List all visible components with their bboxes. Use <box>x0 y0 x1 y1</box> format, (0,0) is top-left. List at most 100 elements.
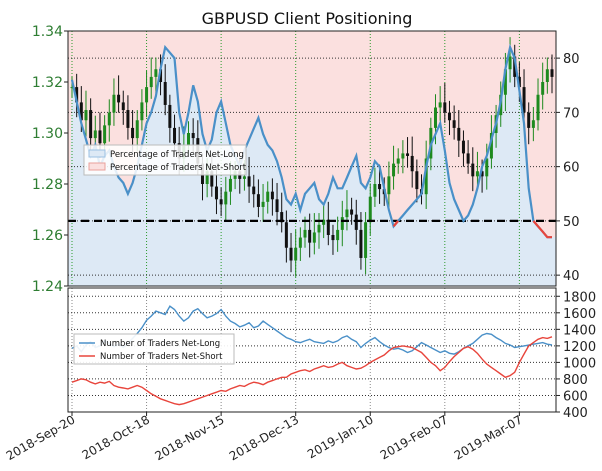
candle-body <box>191 133 195 139</box>
candle-body <box>373 184 377 197</box>
candle-body <box>242 176 246 179</box>
count-tick-label: 600 <box>563 389 588 404</box>
right-tick-label: 60 <box>563 161 580 176</box>
candle-body <box>466 153 470 164</box>
candle-body <box>205 171 209 184</box>
candle-body <box>298 237 302 248</box>
candle-body <box>145 87 149 103</box>
left-tick-label: 1.34 <box>32 24 63 40</box>
count-tick-label: 1200 <box>563 340 596 355</box>
right-tick-label: 40 <box>563 269 580 284</box>
candle-body <box>247 176 251 187</box>
candle-body <box>131 127 135 139</box>
candle-body <box>159 69 163 82</box>
candle-body <box>140 102 144 121</box>
x-tick-label: 2019-Jan-10 <box>305 412 376 461</box>
candle-body <box>522 87 526 113</box>
x-tick-label: 2018-Sep-20 <box>4 412 78 463</box>
candle-body <box>336 229 340 241</box>
candle-body <box>527 112 531 128</box>
candle-body <box>98 130 102 144</box>
candle-body <box>168 104 172 128</box>
count-tick-label: 1400 <box>563 323 596 338</box>
candle-body <box>331 235 335 241</box>
count-tick-label: 1000 <box>563 356 596 371</box>
net-short-count-line <box>71 336 553 406</box>
net-long-percent-line <box>70 43 552 239</box>
candle-body <box>224 191 228 205</box>
candle-body <box>252 186 256 195</box>
legend-label-net-long: Percentage of Traders Net-Long <box>110 150 244 160</box>
candle-body <box>103 125 107 144</box>
candle-body <box>112 94 116 113</box>
candle-body <box>387 176 391 195</box>
candle-body <box>471 163 475 177</box>
candle-body <box>84 110 88 121</box>
x-tick-label: 2018-Oct-18 <box>80 412 152 462</box>
x-tick-label: 2018-Dec-13 <box>227 412 301 463</box>
x-tick-label: 2018-Nov-15 <box>152 412 226 463</box>
series-lines <box>68 43 556 406</box>
x-tick-label: 2019-Feb-07 <box>378 412 451 462</box>
candle-body <box>401 153 405 159</box>
candle-body <box>163 82 167 105</box>
candle-body <box>326 219 330 235</box>
candle-body <box>340 217 344 230</box>
right-tick-label: 80 <box>563 52 580 67</box>
candle-body <box>266 191 270 202</box>
candle-body <box>475 171 479 177</box>
candle-body <box>126 110 130 128</box>
candle-body <box>457 127 461 141</box>
candle-body <box>541 82 545 95</box>
candle-body <box>443 102 447 113</box>
top-legend: Percentage of Traders Net-Long Percentage… <box>83 144 247 176</box>
candle-body <box>410 155 414 172</box>
count-tick-label: 400 <box>563 406 588 421</box>
plot-frame <box>67 30 557 413</box>
net-short-dominant-line <box>392 220 552 239</box>
candle-body <box>121 102 125 111</box>
x-tick-label: 2019-Mar-07 <box>452 412 525 462</box>
top-legend-box <box>83 144 247 176</box>
candle-body <box>517 76 521 88</box>
net-long-count-line <box>71 305 553 355</box>
candle-body <box>503 69 507 95</box>
candle-body <box>284 222 288 248</box>
bottom-legend: Number of Traders Net-Long Number of Trad… <box>73 333 235 365</box>
right-tick-label: 50 <box>563 215 580 230</box>
candle-body <box>117 94 121 103</box>
candle-body <box>350 209 354 215</box>
candle-body <box>438 102 442 108</box>
legend-swatch-net-short <box>88 162 106 171</box>
candle-body <box>489 133 493 159</box>
candle-body <box>392 163 396 177</box>
legend-label-net-short: Percentage of Traders Net-Short <box>110 163 247 173</box>
candle-body <box>354 214 358 230</box>
candle-body <box>317 224 321 233</box>
candle-body <box>275 199 279 213</box>
top-panel-frame <box>67 30 557 287</box>
legend-label-count-short: Number of Traders Net-Short <box>100 352 223 362</box>
candle-body <box>154 69 158 77</box>
candle-body <box>433 107 437 128</box>
chart-title: GBPUSD Client Positioning <box>202 9 413 28</box>
candle-body <box>107 112 111 126</box>
count-tick-label: 1800 <box>563 290 596 305</box>
bottom-legend-box <box>73 333 235 365</box>
legends: Percentage of Traders Net-Long Percentage… <box>73 144 247 365</box>
candle-body <box>187 133 191 146</box>
candle-body <box>508 56 512 70</box>
candle-body <box>550 69 554 77</box>
candle-body <box>396 158 400 164</box>
candle-body <box>214 186 218 200</box>
candle-body <box>536 94 540 121</box>
candle-body <box>289 247 293 261</box>
candle-body <box>93 130 97 139</box>
candle-body <box>70 87 74 89</box>
candle-body <box>219 199 223 205</box>
candle-body <box>531 120 535 128</box>
candle-body <box>545 69 549 82</box>
candle-body <box>452 120 456 128</box>
candle-body <box>308 229 312 243</box>
candle-body <box>303 229 307 238</box>
